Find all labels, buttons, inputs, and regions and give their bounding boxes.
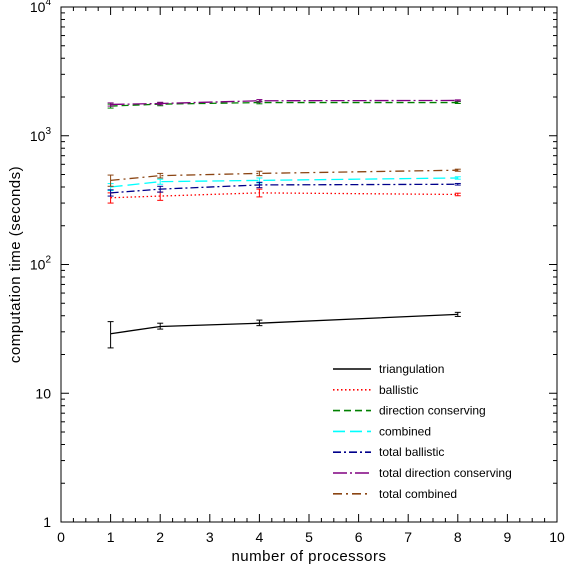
y-tick-label: 102 (30, 255, 52, 273)
legend-label: total direction conserving (379, 466, 512, 480)
series-line (110, 101, 458, 107)
series-line (110, 169, 458, 182)
series-total-combined (107, 168, 461, 187)
y-tick-label-exponent: 4 (45, 0, 51, 8)
y-tick-label-exponent: 3 (45, 126, 51, 137)
x-tick-label: 5 (305, 529, 313, 545)
y-tick-label: 103 (30, 126, 52, 144)
plot-area-border (60, 6, 558, 523)
x-tick-label: 3 (206, 529, 214, 545)
y-tick-label-base: 1 (43, 514, 51, 530)
series-group (107, 99, 461, 349)
x-tick-label: 2 (156, 529, 164, 545)
x-tick-label: 0 (57, 529, 65, 545)
legend-item: total combined (333, 487, 457, 501)
x-tick-label: 10 (549, 529, 565, 545)
y-tick-label: 10 (35, 385, 51, 401)
x-tick-label: 7 (404, 529, 412, 545)
legend-label: triangulation (379, 362, 444, 376)
series-line (110, 183, 458, 194)
y-tick-label-base: 10 (30, 257, 46, 273)
legend-item: total direction conserving (333, 466, 512, 480)
y-tick-label-base: 10 (35, 385, 51, 401)
series-combined (107, 176, 461, 192)
y-tick-label-base: 10 (30, 128, 46, 144)
series-total-ballistic (107, 181, 461, 197)
legend-label: direction conserving (379, 404, 486, 418)
series-line (110, 177, 458, 188)
x-tick-label: 1 (107, 529, 115, 545)
y-tick-label-exponent: 2 (45, 255, 51, 266)
legend-label: ballistic (379, 383, 418, 397)
y-tick-label-base: 10 (30, 0, 46, 15)
legend-label: total ballistic (379, 445, 444, 459)
legend-item: total ballistic (333, 445, 444, 459)
x-tick-label: 4 (256, 529, 264, 545)
series-line (110, 192, 458, 199)
y-tick-label: 104 (30, 0, 52, 15)
x-axis-title: number of processors (231, 548, 386, 565)
x-tick-label: 6 (355, 529, 363, 545)
series-line (110, 99, 458, 106)
legend-item: ballistic (333, 383, 418, 397)
legend-item: combined (333, 424, 431, 438)
y-tick-label: 1 (43, 514, 51, 530)
x-tick-label: 9 (504, 529, 512, 545)
legend-label: combined (379, 424, 431, 438)
series-total-direction-conserving (107, 99, 461, 107)
y-axis-title: computation time (seconds) (7, 166, 24, 363)
series-triangulation (107, 311, 461, 349)
plot-frame (60, 6, 558, 523)
legend: triangulation ballistic direction conservi… (333, 362, 512, 501)
x-tick-label: 8 (454, 529, 462, 545)
series-line (110, 313, 458, 335)
legend-item: triangulation (333, 362, 444, 376)
legend-item: direction conserving (333, 404, 486, 418)
legend-label: total combined (379, 487, 457, 501)
